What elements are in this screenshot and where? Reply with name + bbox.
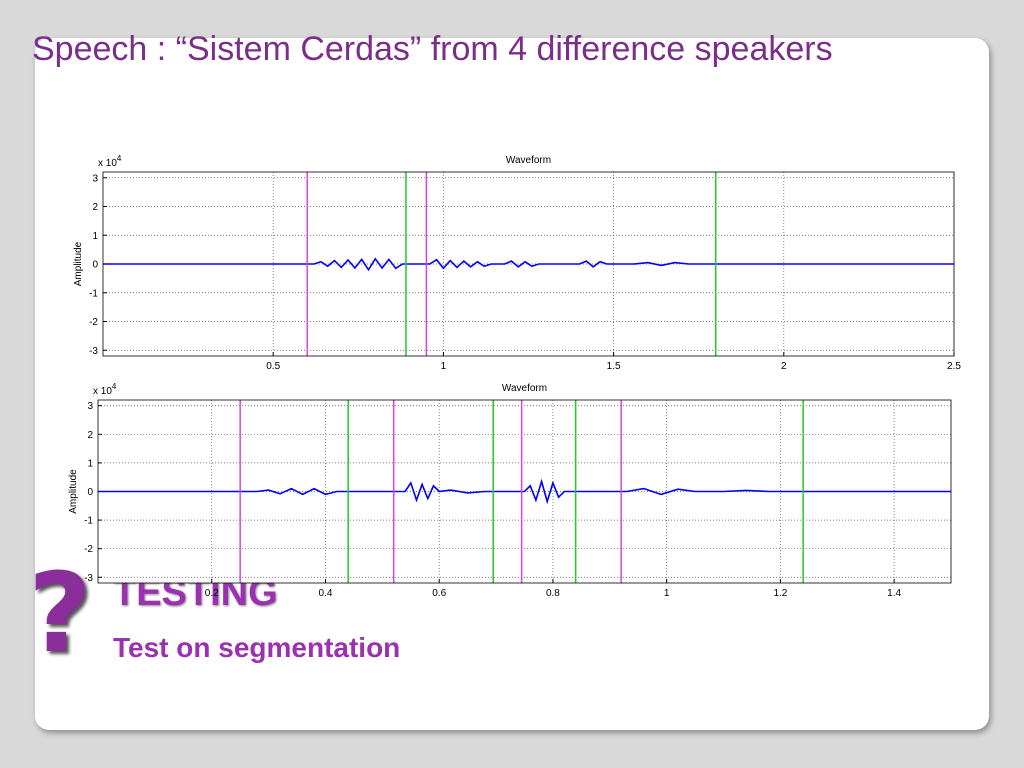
y-scale-label: x 10 [93, 386, 112, 397]
x-tick-label: 1.4 [887, 588, 901, 599]
chart-title: Waveform [506, 155, 551, 166]
y-tick-label: 3 [87, 401, 93, 412]
waveform [98, 478, 951, 505]
question-icon: ? [28, 549, 92, 677]
plot-frame [97, 399, 952, 584]
subheading: Test on segmentation [113, 632, 401, 663]
x-tick-label: 1.5 [607, 361, 621, 372]
y-tick-label: 0 [87, 487, 93, 498]
y-tick-label: 1 [87, 458, 93, 469]
y-scale: x 104 [98, 154, 122, 169]
y-scale-exponent: 4 [117, 154, 122, 163]
y-tick-label: -2 [84, 544, 93, 555]
x-tick-label: 1 [664, 588, 670, 599]
y-tick-label: 0 [92, 260, 98, 271]
waveform [103, 257, 954, 272]
x-tick-label: 0.4 [319, 588, 333, 599]
y-tick-label: 3 [92, 173, 98, 184]
y-scale-label: x 10 [98, 158, 117, 169]
chart-title: Waveform [502, 383, 547, 394]
x-tick-label: 2.5 [947, 361, 961, 372]
slide [35, 38, 989, 730]
y-tick-label: -1 [89, 288, 98, 299]
y-tick-label: -3 [84, 573, 93, 584]
y-tick-label: 1 [92, 231, 98, 242]
x-tick-label: 0.5 [266, 361, 280, 372]
y-tick-label: -3 [89, 346, 98, 357]
y-tick-label: 2 [92, 202, 98, 213]
y-tick-label: 2 [87, 430, 93, 441]
x-tick-label: 1.2 [773, 588, 787, 599]
slide-title: Speech : “Sistem Cerdas” from 4 differen… [32, 30, 833, 68]
y-axis-label: Amplitude [73, 241, 84, 286]
x-tick-label: 1 [441, 361, 447, 372]
x-tick-label: 2 [781, 361, 787, 372]
x-tick-label: 0.2 [205, 588, 219, 599]
y-scale: x 104 [93, 382, 117, 397]
y-scale-exponent: 4 [112, 382, 117, 391]
x-tick-label: 0.6 [432, 588, 446, 599]
y-tick-label: -2 [89, 317, 98, 328]
x-tick-label: 0.8 [546, 588, 560, 599]
y-axis-label: Amplitude [68, 469, 79, 514]
y-tick-label: -1 [84, 516, 93, 527]
plot-frame [102, 171, 955, 357]
